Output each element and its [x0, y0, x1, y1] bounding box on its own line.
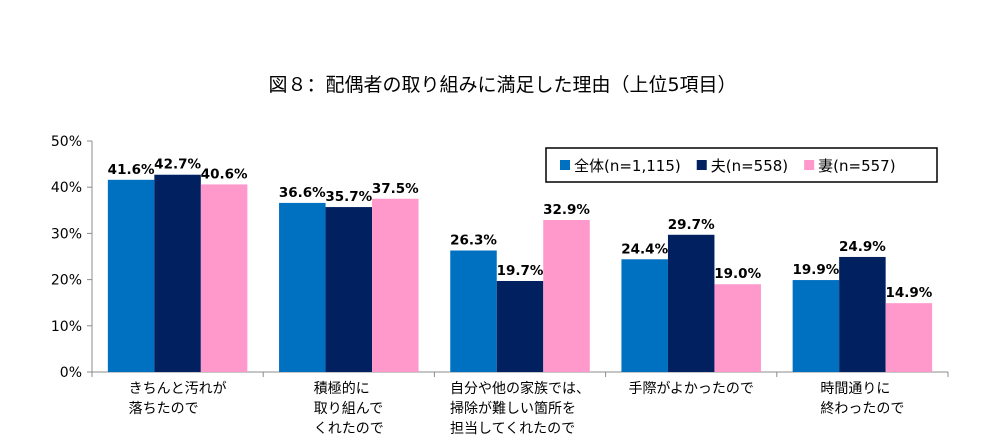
y-tick-label: 20% [51, 273, 82, 289]
data-label: 14.9% [885, 285, 932, 301]
bar [325, 207, 373, 372]
bar [714, 284, 761, 372]
x-tick-label: きちんと汚れが落ちたので [129, 381, 227, 417]
x-tick-label-line: 積極的に [314, 381, 370, 397]
axes: 0% 10% 20% 30% 40% 50% きちんと汚れが落ちたので 積極的に取り組んでくれ… [51, 134, 949, 437]
bars [107, 174, 933, 372]
x-tick-label-line: 取り組んで [314, 401, 383, 417]
x-tick-label-line: くれたので [314, 421, 384, 437]
data-label: 19.7% [497, 263, 544, 279]
x-tick-label-line: 時間通りに [820, 381, 890, 397]
data-label: 19.0% [714, 266, 761, 282]
x-tick-label-line: 担当してくれたので [450, 421, 575, 437]
bar [543, 220, 590, 372]
data-label: 41.6% [108, 162, 155, 178]
x-tick-label-line: 手際がよかったので [629, 381, 754, 397]
data-label: 40.6% [201, 166, 248, 182]
legend-swatch [696, 160, 707, 170]
data-label: 32.9% [543, 202, 590, 218]
bar [450, 250, 497, 372]
x-tick-label-line: 掃除が難しい箇所を [450, 400, 576, 417]
x-tick-label-line: 終わったので [820, 401, 904, 417]
bar [667, 234, 715, 372]
data-label: 35.7% [325, 189, 372, 205]
legend-swatch [804, 160, 815, 170]
bar [496, 280, 544, 372]
x-tick-label-line: 自分や他の家族では、 [450, 380, 590, 397]
y-tick-label: 30% [51, 226, 82, 242]
y-tick-label: 40% [51, 180, 82, 196]
x-tick-label: 手際がよかったので [629, 381, 754, 397]
bar [279, 202, 326, 372]
legend-entry: 全体(n=1,115) [574, 157, 681, 175]
y-tick-label: 0% [60, 365, 82, 381]
bar [107, 179, 155, 372]
legend-swatch [560, 160, 570, 170]
bar [792, 280, 840, 372]
x-tick-label: 自分や他の家族では、掃除が難しい箇所を担当してくれたので [450, 380, 590, 437]
bar [372, 198, 419, 372]
x-tick-label: 積極的に取り組んでくれたので [314, 381, 384, 437]
data-label: 29.7% [668, 217, 715, 233]
legend: 全体(n=1,115) 夫(n=558) 妻(n=557) [545, 147, 938, 183]
x-tick-label: 時間通りに終わったので [820, 381, 904, 417]
x-tick-label-line: 落ちたので [129, 401, 199, 417]
bar [200, 184, 248, 372]
x-tick-label-line: きちんと汚れが [129, 381, 227, 397]
data-label: 37.5% [372, 181, 419, 197]
data-label: 19.9% [792, 262, 839, 278]
y-tick-label: 10% [51, 319, 82, 335]
data-labels: 41.6% 42.7%40.6% 36.6% 35.7%37.5% 26.3%19.7%… [108, 157, 933, 301]
chart-title: 図８：配偶者の取り組みに満足した理由（上位5項目） [268, 74, 737, 96]
data-label: 42.7% [154, 157, 201, 173]
bar [885, 303, 933, 372]
bar [839, 256, 886, 372]
legend-entry: 妻(n=557) [818, 157, 895, 175]
bar [154, 174, 201, 372]
bar [621, 259, 668, 372]
data-label: 24.4% [621, 241, 668, 257]
data-label: 26.3% [450, 232, 497, 248]
y-tick-label: 50% [51, 134, 82, 150]
data-label: 24.9% [839, 239, 886, 255]
legend-entry: 夫(n=558) [711, 157, 788, 175]
legend-box [545, 147, 938, 183]
data-label: 36.6% [279, 185, 326, 201]
